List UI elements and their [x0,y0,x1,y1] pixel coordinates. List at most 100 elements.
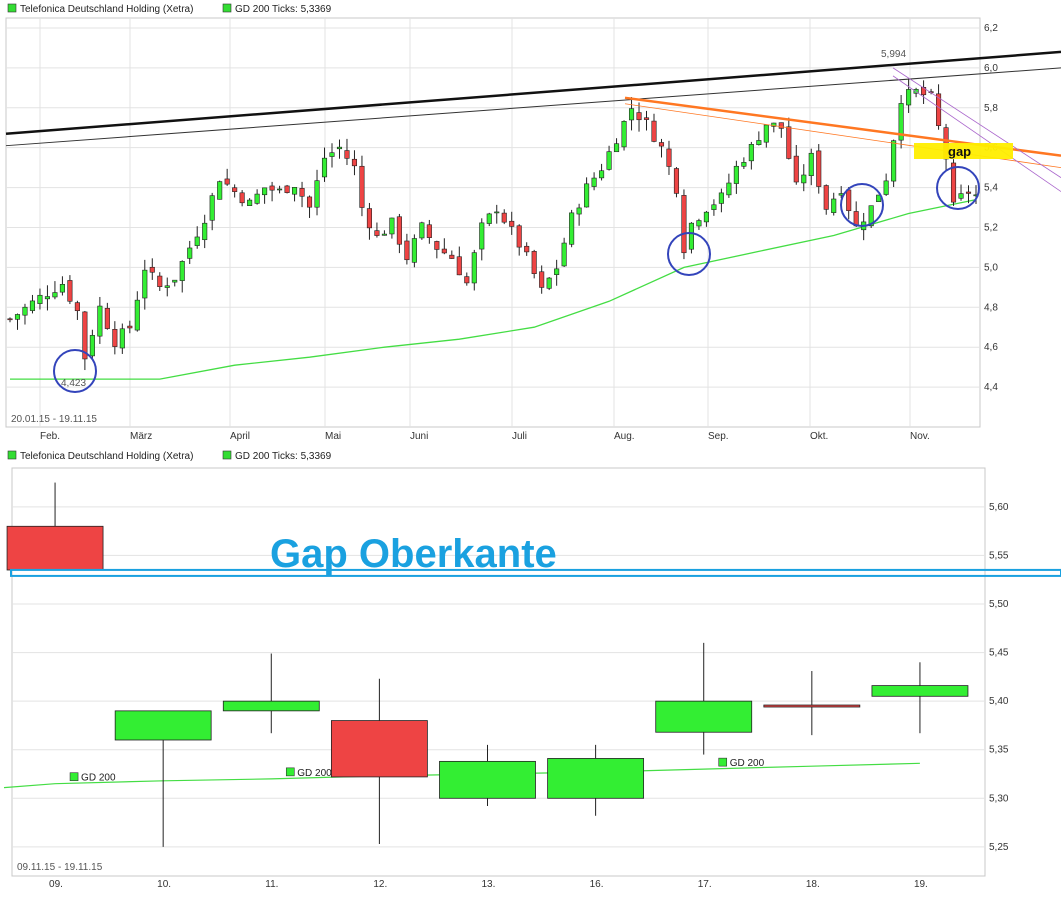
top-candle-body [404,240,410,261]
bottom-candle-body [547,758,645,799]
top-candle-body [224,178,230,185]
bottom-candle-body [222,700,320,712]
top-candle-body [277,188,283,191]
top-candle-body [681,195,687,254]
gap-oberkante-label: Gap Oberkante [270,532,557,576]
top-gd200-line [10,198,977,380]
top-y-tick-label: 6,0 [984,63,998,74]
gap-highlight-box [914,143,1013,159]
top-candle-body [846,189,852,211]
bottom-x-tick-label: 19. [914,879,928,890]
top-trendline-black-thin [5,67,1061,147]
top-y-tick-label: 5,4 [984,183,998,194]
top-candle-body [52,292,58,298]
top-candle-body [651,120,657,142]
top-candle-body [29,300,36,311]
top-candle-body [351,158,358,167]
bottom-y-tick-label: 5,60 [989,502,1009,513]
top-candle-body [868,205,874,227]
top-candle-body [950,162,957,203]
bottom-x-tick-label: 10. [157,879,171,890]
top-candle-body [119,328,125,349]
top-candle-body [614,143,620,153]
bottom-legend-entry: GD 200 Ticks: 5,3369 [235,451,332,462]
bottom-y-tick-label: 5,30 [989,793,1009,804]
top-candle-body [7,318,13,321]
bottom-x-tick-label: 11. [265,879,278,890]
top-candle-body [321,157,328,178]
bottom-y-tick-label: 5,25 [989,842,1009,853]
top-candle-body [696,220,702,227]
top-candle-body [112,329,118,347]
gd200-marker-icon [285,767,295,777]
top-candle-body [239,192,245,204]
top-candle-body [486,213,492,224]
top-candle-body [599,170,605,179]
bottom-candle-body [763,704,861,708]
top-candle-body [142,269,148,299]
top-candle-body [576,207,582,215]
top-y-tick-label: 6,2 [984,23,998,34]
bottom-candle-body [655,700,753,733]
top-candle-body [494,211,500,214]
gd200-marker-icon [718,757,728,767]
top-candle-body [898,103,904,141]
top-candle-body [434,241,440,250]
top-candle-body [389,217,395,235]
top-candle-body [456,256,462,276]
top-candle-body [816,150,822,187]
top-candle-body [374,230,380,236]
top-candle-body [194,236,200,246]
top-candle-body [314,180,320,208]
top-candle-body [516,225,522,248]
top-candle-body [763,124,769,143]
top-candle-body [164,285,170,288]
top-candle-body [501,212,507,223]
top-candle-body [344,150,350,159]
gd200-marker-label: GD 200 [81,773,116,784]
top-x-tick-label: Mai [325,431,341,442]
top-x-tick-label: Aug. [614,431,635,442]
top-candle-body [673,168,680,194]
top-candle-body [67,280,73,302]
top-trendline-purple-1 [892,67,1061,178]
top-x-tick-label: Juni [410,431,428,442]
top-candle-body [703,211,709,223]
top-candle-body [306,196,313,208]
top-candle-body [426,224,432,238]
bottom-y-tick-label: 5,40 [989,696,1009,707]
top-candle-body [329,152,335,157]
top-candle-body [891,140,897,182]
top-candle-body [748,144,754,162]
bottom-candle-body [6,525,104,571]
top-candle-body [539,271,545,288]
bottom-candle-body [330,720,428,778]
top-candle-body [217,181,223,200]
top-candle-body [936,93,942,126]
top-candle-body [82,311,88,360]
top-candle-body [59,284,65,293]
top-legend-swatch [222,3,232,13]
top-candle-body [718,192,724,204]
gap-label: gap [948,144,971,159]
top-candle-body [921,87,927,96]
top-candle-body [247,199,253,206]
top-candle-body [44,296,50,300]
bottom-x-tick-label: 18. [806,879,820,890]
top-candle-body [396,216,402,245]
top-candle-body [292,187,298,195]
top-trendline-purple-2 [892,75,1061,192]
bottom-y-tick-label: 5,50 [989,599,1009,610]
top-candle-body [876,194,882,203]
top-y-tick-label: 4,4 [984,382,998,393]
top-candle-body [464,276,470,284]
top-date-range: 20.01.15 - 19.11.15 [11,414,97,425]
top-candle-body [831,198,837,213]
top-legend-entry: GD 200 Ticks: 5,3369 [235,4,332,15]
top-candle-body [546,277,552,289]
bottom-date-range: 09.11.15 - 19.11.15 [17,862,103,873]
top-candle-body [22,306,28,316]
top-x-tick-label: Juli [512,431,527,442]
top-candle-body [711,204,717,210]
